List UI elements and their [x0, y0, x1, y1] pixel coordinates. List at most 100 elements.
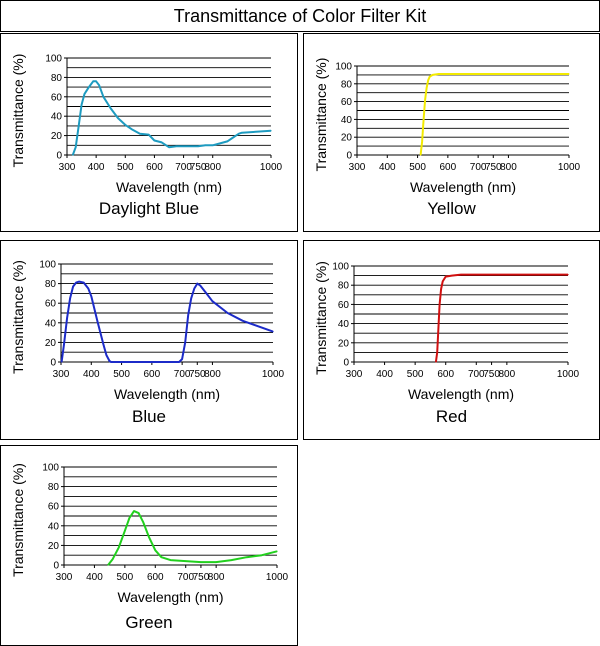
- series-line-daylight-blue: [71, 80, 272, 156]
- x-tick-label: 400: [83, 369, 100, 380]
- data-point: [88, 86, 90, 88]
- chart-panel-daylight-blue: 0 20 40 60 80 100 300 400 500 600 700 750 800 1000 Wav…: [0, 33, 298, 232]
- data-point: [128, 517, 131, 519]
- data-point: [451, 275, 453, 277]
- panel-label-red: Red: [436, 407, 467, 426]
- data-point: [75, 282, 77, 284]
- panel-label-blue: Blue: [132, 407, 166, 426]
- data-point: [182, 145, 185, 147]
- data-point: [124, 530, 126, 532]
- data-point: [187, 314, 189, 316]
- data-point: [245, 556, 248, 558]
- data-point: [436, 351, 438, 353]
- x-tick-label: 300: [346, 369, 363, 380]
- data-point: [98, 84, 100, 86]
- data-point: [131, 129, 134, 131]
- data-point: [160, 556, 162, 558]
- x-tick-label: 800: [500, 162, 517, 173]
- y-tick-label: 20: [51, 131, 63, 142]
- y-tick-label: 40: [338, 319, 350, 330]
- x-tick-label: 300: [59, 162, 76, 173]
- data-point: [232, 136, 234, 139]
- y-tick-label: 60: [341, 97, 353, 108]
- panel-label-green: Green: [125, 613, 172, 632]
- data-point: [169, 559, 172, 561]
- x-tick-label: 700: [174, 369, 191, 380]
- y-tick-label: 0: [346, 151, 352, 162]
- x-tick-label: 500: [409, 162, 426, 173]
- data-point: [107, 564, 109, 566]
- data-point: [199, 284, 201, 287]
- data-point: [72, 285, 74, 288]
- x-axis-label: Wavelength (nm): [408, 386, 514, 402]
- data-point: [124, 124, 126, 126]
- x-tick-label: 600: [440, 162, 457, 173]
- data-point: [154, 549, 156, 551]
- x-tick-label: 750: [485, 162, 502, 173]
- y-tick-label: 0: [343, 358, 349, 369]
- data-point: [270, 130, 272, 132]
- y-axis-label: Transmittance (%): [10, 54, 26, 168]
- x-tick-label: 700: [177, 572, 194, 583]
- data-point: [440, 288, 442, 290]
- panel-label-daylight-blue: Daylight Blue: [99, 199, 199, 218]
- y-tick-label: 0: [50, 358, 56, 369]
- data-point: [108, 360, 111, 362]
- series-line-yellow: [419, 73, 569, 156]
- data-point: [215, 561, 217, 563]
- x-tick-label: 800: [204, 162, 221, 173]
- data-point: [178, 361, 180, 363]
- data-point: [460, 274, 462, 276]
- page-title-box: Transmittance of Color Filter Kit: [0, 0, 600, 32]
- data-point: [102, 96, 105, 98]
- x-axis-label: Wavelength (nm): [410, 179, 516, 195]
- series-line-red: [434, 273, 568, 363]
- x-tick-label: 800: [208, 572, 225, 583]
- data-point: [87, 287, 89, 290]
- y-tick-label: 40: [51, 112, 63, 123]
- data-point: [78, 125, 80, 127]
- data-point: [78, 281, 80, 283]
- data-point: [148, 134, 150, 136]
- y-tick-label: 100: [42, 463, 59, 474]
- y-tick-label: 40: [45, 318, 57, 329]
- x-tick-label: 600: [437, 369, 454, 380]
- data-point: [139, 133, 141, 135]
- data-point: [61, 361, 63, 363]
- x-axis-label: Wavelength (nm): [117, 589, 223, 605]
- data-point: [241, 132, 243, 134]
- data-point: [175, 145, 177, 147]
- chart-panel-yellow: 0 20 40 60 80 100 300 400 500 600 700 750 800 1000 Wav…: [303, 33, 600, 232]
- x-tick-label: 400: [86, 572, 103, 583]
- x-tick-label: 500: [117, 572, 134, 583]
- data-point: [184, 341, 186, 343]
- data-point: [102, 343, 104, 345]
- x-tick-label: 600: [144, 369, 161, 380]
- y-axis-label: Transmittance (%): [10, 463, 26, 577]
- y-tick-label: 40: [48, 521, 60, 532]
- data-point: [568, 73, 570, 75]
- data-point: [427, 79, 429, 81]
- y-tick-label: 60: [45, 299, 57, 310]
- x-tick-label: 750: [189, 369, 206, 380]
- data-point: [185, 560, 187, 562]
- data-point: [72, 154, 74, 156]
- y-tick-label: 60: [48, 502, 60, 513]
- x-tick-label: 300: [349, 162, 366, 173]
- data-point: [429, 76, 431, 78]
- x-tick-label: 600: [147, 572, 164, 583]
- chart-panel-green: 0 20 40 60 80 100 300 400 500 600 700 750 800 1000 Wav…: [0, 445, 298, 646]
- data-point: [161, 141, 163, 143]
- data-point: [83, 93, 86, 95]
- x-tick-label: 500: [113, 369, 130, 380]
- x-tick-label: 600: [146, 162, 163, 173]
- chart-panel-blue: 0 20 40 60 80 100 300 400 500 600 700 750 800 1000 Wav…: [0, 240, 298, 440]
- data-point: [238, 133, 240, 135]
- y-tick-label: 80: [338, 281, 350, 292]
- x-tick-label: 800: [499, 369, 516, 380]
- x-tick-label: 1000: [558, 162, 581, 173]
